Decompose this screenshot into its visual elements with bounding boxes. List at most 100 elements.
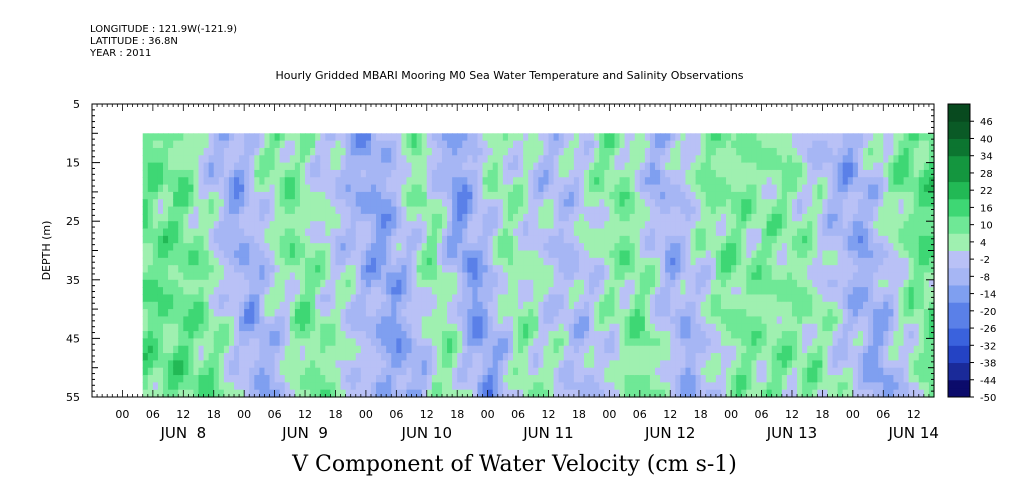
heatmap-cell: [609, 309, 616, 318]
heatmap-cell: [695, 309, 702, 318]
heatmap-cell: [741, 177, 747, 186]
heatmap-cell: [812, 338, 818, 347]
heatmap-cell: [837, 367, 844, 376]
heatmap-cell: [502, 309, 509, 318]
heatmap-cell: [624, 199, 631, 208]
heatmap-cell: [558, 272, 565, 281]
heatmap-cell: [670, 177, 676, 186]
heatmap-cell: [502, 140, 509, 149]
heatmap-cell: [416, 162, 423, 171]
heatmap-cell: [315, 360, 321, 369]
heatmap-cell: [761, 228, 768, 237]
heatmap-cell: [791, 133, 798, 142]
heatmap-cell: [305, 221, 311, 230]
heatmap-cell: [538, 375, 545, 383]
heatmap-cell: [675, 309, 681, 318]
heatmap-cell: [751, 279, 758, 288]
heatmap-cell: [421, 140, 428, 149]
heatmap-cell: [269, 140, 276, 149]
heatmap-cell: [193, 155, 200, 164]
heatmap-cell: [168, 177, 174, 186]
heatmap-cell: [152, 382, 159, 391]
heatmap-cell: [462, 221, 468, 230]
heatmap-cell: [173, 243, 179, 252]
heatmap-cell: [670, 309, 676, 318]
heatmap-cell: [330, 360, 337, 369]
heatmap-cell: [548, 191, 555, 200]
heatmap-cell: [345, 353, 352, 361]
heatmap-cell: [492, 228, 499, 237]
heatmap-cell: [756, 338, 763, 347]
heatmap-cell: [751, 133, 758, 142]
heatmap-cell: [563, 257, 570, 266]
heatmap-cell: [842, 177, 849, 186]
heatmap-cell: [223, 191, 230, 200]
heatmap-cell: [797, 228, 803, 237]
heatmap-cell: [441, 184, 448, 193]
heatmap-cell: [568, 235, 575, 244]
heatmap-cell: [533, 279, 539, 288]
heatmap-cell: [634, 155, 641, 164]
heatmap-cell: [589, 199, 595, 208]
heatmap-cell: [731, 265, 737, 274]
heatmap-cell: [710, 301, 717, 310]
heatmap-cell: [655, 250, 661, 259]
heatmap-cell: [614, 331, 621, 339]
heatmap-cell: [751, 367, 758, 376]
heatmap-cell: [573, 206, 580, 215]
heatmap-cell: [528, 287, 534, 296]
heatmap-cell: [157, 243, 164, 252]
heatmap-cell: [299, 206, 306, 215]
heatmap-cell: [720, 331, 727, 339]
heatmap-cell: [619, 133, 626, 142]
heatmap-cell: [634, 338, 641, 347]
heatmap-cell: [639, 301, 646, 310]
heatmap-cell: [726, 265, 732, 274]
heatmap-cell: [330, 287, 337, 296]
heatmap-cell: [690, 338, 697, 347]
heatmap-cell: [203, 360, 210, 369]
heatmap-cell: [761, 323, 768, 332]
heatmap-cell: [381, 272, 387, 281]
heatmap-cell: [452, 221, 458, 230]
heatmap-cell: [639, 279, 646, 288]
heatmap-cell: [305, 353, 311, 361]
heatmap-cell: [249, 257, 255, 266]
heatmap-cell: [386, 367, 392, 376]
heatmap-cell: [345, 169, 352, 178]
heatmap-cell: [157, 294, 164, 303]
heatmap-cell: [720, 221, 727, 230]
heatmap-cell: [310, 338, 316, 347]
heatmap-cell: [700, 184, 707, 193]
heatmap-cell: [578, 338, 585, 347]
heatmap-cell: [447, 257, 453, 266]
heatmap-cell: [507, 279, 514, 288]
heatmap-cell: [680, 213, 687, 222]
heatmap-cell: [649, 309, 656, 318]
heatmap-cell: [411, 301, 418, 310]
heatmap-cell: [193, 287, 200, 296]
heatmap-cell: [553, 206, 560, 215]
heatmap-cell: [649, 235, 656, 244]
heatmap-cell: [147, 235, 154, 244]
year-label: YEAR : 2011: [90, 48, 152, 59]
heatmap-cell: [751, 228, 758, 237]
heatmap-cell: [756, 265, 763, 274]
heatmap-cell: [335, 323, 342, 332]
heatmap-cell: [568, 309, 575, 318]
heatmap-cell: [629, 162, 636, 171]
heatmap-cell: [771, 323, 778, 332]
heatmap-cell: [599, 250, 605, 259]
heatmap-cell: [208, 375, 215, 383]
heatmap-cell: [720, 294, 727, 303]
heatmap-cell: [533, 316, 539, 325]
heatmap-cell: [736, 301, 742, 310]
heatmap-cell: [700, 360, 707, 369]
heatmap-cell: [578, 345, 585, 354]
heatmap-cell: [812, 367, 818, 376]
heatmap-cell: [457, 360, 463, 369]
heatmap-cell: [381, 235, 387, 244]
heatmap-cell: [163, 155, 169, 164]
heatmap-cell: [634, 140, 641, 149]
heatmap-cell: [396, 133, 403, 142]
